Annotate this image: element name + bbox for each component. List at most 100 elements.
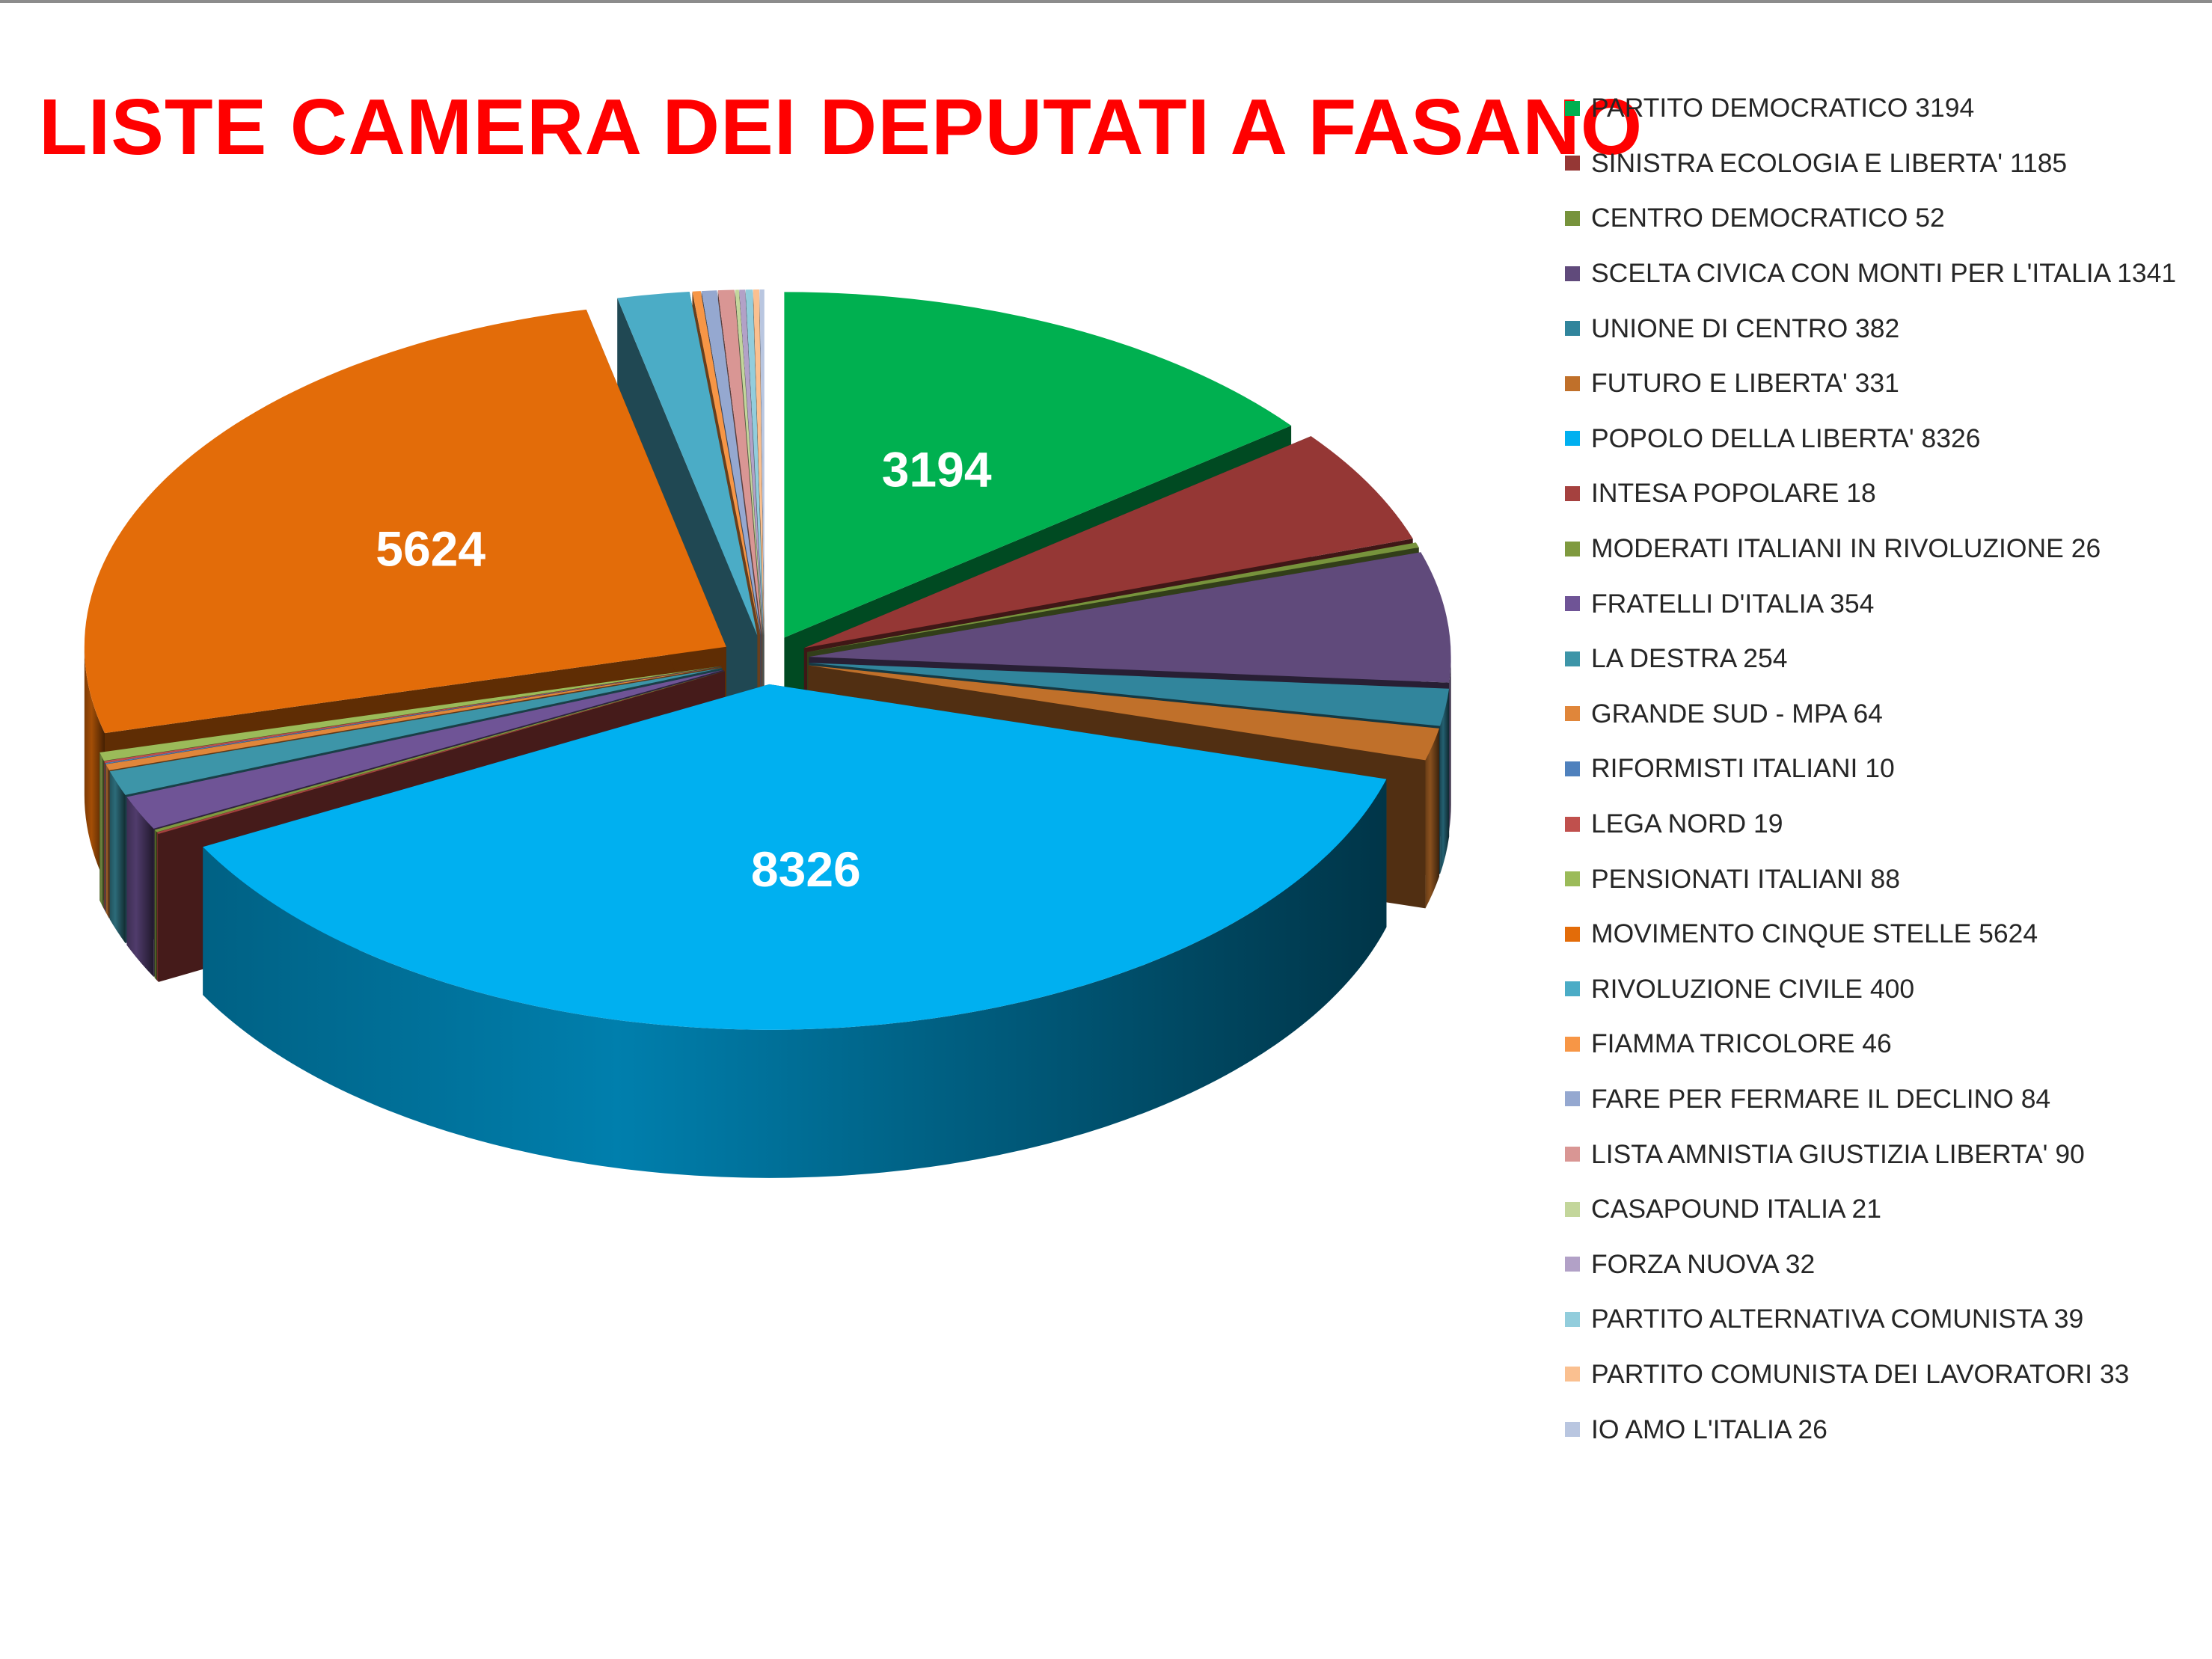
legend-label: SINISTRA ECOLOGIA E LIBERTA' 1185	[1591, 147, 2068, 178]
legend-swatch	[1565, 1257, 1580, 1272]
pie-slice-side	[156, 832, 159, 982]
legend-item: FUTURO E LIBERTA' 331	[1565, 356, 2208, 411]
pie-slice	[701, 290, 762, 636]
legend-label: FARE PER FERMARE IL DECLINO 84	[1591, 1083, 2051, 1114]
legend-swatch	[1565, 981, 1580, 997]
legend-label: LEGA NORD 19	[1591, 809, 1783, 839]
legend-label: PENSIONATI ITALIANI 88	[1591, 863, 1900, 894]
legend-item: FARE PER FERMARE IL DECLINO 84	[1565, 1072, 2208, 1127]
legend-label: POPOLO DELLA LIBERTA' 8326	[1591, 423, 1981, 453]
legend-item: POPOLO DELLA LIBERTA' 8326	[1565, 411, 2208, 467]
legend-swatch	[1565, 431, 1580, 447]
legend-item: PARTITO ALTERNATIVA COMUNISTA 39	[1565, 1292, 2208, 1347]
legend-swatch	[1565, 485, 1580, 501]
legend-item: MODERATI ITALIANI IN RIVOLUZIONE 26	[1565, 521, 2208, 577]
legend-swatch	[1565, 210, 1580, 226]
legend-swatch	[1565, 816, 1580, 832]
pie-slice	[745, 289, 764, 636]
chart-title: LISTE CAMERA DEI DEPUTATI A FASANO	[39, 83, 1643, 171]
pie-slice	[803, 436, 1413, 648]
pie-slice-side	[105, 764, 109, 919]
pie-data-label: 3194	[882, 441, 992, 497]
legend-item: IO AMO L'ITALIA 26	[1565, 1402, 2208, 1457]
pie-slice	[809, 663, 1450, 726]
pie-slice-side	[203, 779, 1387, 1178]
legend-swatch	[1565, 596, 1580, 612]
legend-item: FIAMMA TRICOLORE 46	[1565, 1016, 2208, 1072]
legend-item: RIFORMISTI ITALIANI 10	[1565, 741, 2208, 797]
legend-label: INTESA POPOLARE 18	[1591, 478, 1876, 509]
legend-item: SCELTA CIVICA CON MONTI PER L'ITALIA 134…	[1565, 246, 2208, 301]
legend-swatch	[1565, 651, 1580, 666]
legend-label: GRANDE SUD - MPA 64	[1591, 698, 1883, 729]
legend-label: PARTITO DEMOCRATICO 3194	[1591, 93, 1975, 123]
pie-slice	[784, 292, 1292, 638]
pie-slice	[126, 669, 724, 829]
legend-label: SCELTA CIVICA CON MONTI PER L'ITALIA 134…	[1591, 258, 2177, 289]
legend-item: LA DESTRA 254	[1565, 631, 2208, 687]
pie-slice	[617, 292, 758, 636]
legend-item: PARTITO DEMOCRATICO 3194	[1565, 81, 2208, 136]
pie-slice-side	[84, 646, 105, 882]
legend-item: PENSIONATI ITALIANI 88	[1565, 851, 2208, 907]
legend-swatch	[1565, 1201, 1580, 1217]
legend-swatch	[1565, 156, 1580, 171]
pie-slice	[105, 666, 722, 770]
pie-slice	[84, 309, 726, 734]
pie-slice-side	[154, 830, 157, 981]
pie-slice-side	[105, 763, 106, 913]
legend-item: SINISTRA ECOLOGIA E LIBERTA' 1185	[1565, 136, 2208, 191]
legend-item: FRATELLI D'ITALIA 354	[1565, 576, 2208, 631]
pie-data-labels: 3194 8326 5624	[376, 441, 992, 897]
legend-label: LISTA AMNISTIA GIUSTIZIA LIBERTA' 90	[1591, 1138, 2085, 1169]
legend-label: PARTITO ALTERNATIVA COMUNISTA 39	[1591, 1304, 2084, 1334]
legend-item: FORZA NUOVA 32	[1565, 1236, 2208, 1292]
pie-slice	[105, 666, 722, 764]
legend-label: UNIONE DI CENTRO 382	[1591, 313, 1900, 343]
pie-data-label: 5624	[376, 521, 485, 577]
pie-slice	[717, 289, 762, 636]
legend-swatch	[1565, 321, 1580, 337]
pie-slice	[203, 684, 1387, 1030]
legend-swatch	[1565, 1091, 1580, 1107]
pie-slice	[156, 671, 725, 834]
pie-slice-side	[104, 761, 105, 912]
legend-label: CASAPOUND ITALIA 21	[1591, 1194, 1882, 1224]
legend-swatch	[1565, 1311, 1580, 1327]
legend-item: PARTITO COMUNISTA DEI LAVORATORI 33	[1565, 1347, 2208, 1402]
legend-swatch	[1565, 706, 1580, 722]
legend-item: UNIONE DI CENTRO 382	[1565, 301, 2208, 356]
pie-slice	[739, 289, 764, 636]
legend-swatch	[1565, 1147, 1580, 1162]
legend-label: IO AMO L'ITALIA 26	[1591, 1414, 1827, 1444]
pie-slice-side	[126, 797, 154, 977]
pie-slice	[109, 668, 723, 795]
legend-swatch	[1565, 100, 1580, 116]
legend-item: CENTRO DEMOCRATICO 52	[1565, 191, 2208, 246]
pie-slice-side	[1440, 688, 1450, 874]
legend-label: MOVIMENTO CINQUE STELLE 5624	[1591, 919, 2038, 949]
pie-slice	[154, 671, 725, 832]
pie-slice	[759, 289, 765, 636]
legend-label: PARTITO COMUNISTA DEI LAVORATORI 33	[1591, 1358, 2130, 1389]
pie-slice	[99, 666, 722, 761]
legend-label: FRATELLI D'ITALIA 354	[1591, 588, 1875, 619]
pie-slice-side	[99, 752, 104, 910]
pie-slice-side	[1449, 657, 1451, 831]
legend-label: FORZA NUOVA 32	[1591, 1248, 1816, 1279]
pie-slice	[808, 665, 1439, 761]
legend-item: GRANDE SUD - MPA 64	[1565, 687, 2208, 742]
legend-swatch	[1565, 266, 1580, 281]
legend-swatch	[1565, 926, 1580, 942]
legend-item: LEGA NORD 19	[1565, 797, 2208, 852]
legend-label: LA DESTRA 254	[1591, 643, 1788, 674]
legend-swatch	[1565, 1422, 1580, 1438]
pie-slice	[692, 291, 761, 636]
pie-slice	[104, 666, 722, 764]
pie-slice-side	[1425, 728, 1439, 909]
legend-label: FUTURO E LIBERTA' 331	[1591, 368, 1899, 399]
legend-label: MODERATI ITALIANI IN RIVOLUZIONE 26	[1591, 533, 2101, 564]
pie-tops	[84, 289, 1451, 1030]
legend-item: LISTA AMNISTIA GIUSTIZIA LIBERTA' 90	[1565, 1126, 2208, 1182]
